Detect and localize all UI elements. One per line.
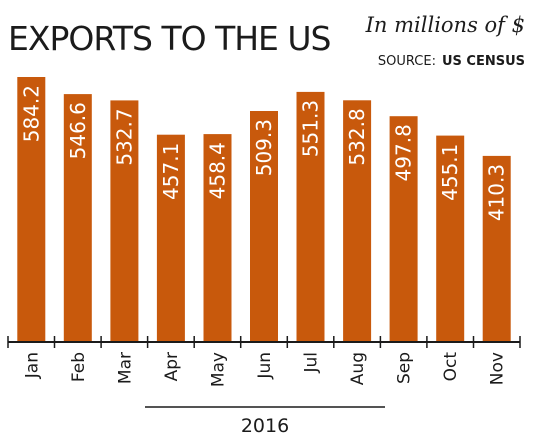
bar-jul <box>296 91 325 343</box>
value-label-feb: 546.6 <box>66 102 90 159</box>
category-label-nov: Nov <box>488 352 508 385</box>
bar-may <box>203 134 232 342</box>
category-label-jul: Jul <box>302 352 322 374</box>
bar-aug <box>343 100 372 342</box>
value-label-oct: 455.1 <box>438 144 462 201</box>
category-label-mar: Mar <box>115 352 135 384</box>
bar-jun <box>250 111 278 342</box>
x-axis-ticks <box>7 336 521 348</box>
value-label-apr: 457.1 <box>159 143 183 200</box>
source-value: US CENSUS <box>442 54 525 69</box>
unit-note: In millions of $ <box>365 13 525 37</box>
bar-apr <box>156 134 185 342</box>
category-label-aug: Aug <box>348 352 368 385</box>
category-label-jan: Jan <box>22 352 42 379</box>
value-label-mar: 532.7 <box>112 108 136 165</box>
bar-feb <box>63 94 92 342</box>
value-label-jul: 551.3 <box>299 100 323 157</box>
bar-nov <box>482 155 511 342</box>
category-label-feb: Feb <box>69 352 89 382</box>
value-label-jun: 509.3 <box>252 119 276 176</box>
source-note: SOURCE: US CENSUS <box>378 54 525 69</box>
value-label-nov: 410.3 <box>485 164 509 221</box>
bar-jan <box>17 77 46 342</box>
value-label-may: 458.4 <box>206 142 230 199</box>
bars-group: 584.2 546.6 532.7 457.1 458.4 509.3 551.3 532.8… <box>17 77 511 343</box>
category-label-oct: Oct <box>441 352 461 382</box>
bar-mar <box>110 100 139 343</box>
year-label: 2016 <box>241 415 289 437</box>
category-label-may: May <box>209 352 229 387</box>
bar-oct <box>436 135 465 342</box>
value-label-sep: 497.8 <box>392 124 416 181</box>
x-axis-labels: Jan Feb Mar Apr May Jun Jul Aug Sep Oct Nov <box>22 352 507 387</box>
source-label: SOURCE: <box>378 54 436 69</box>
chart-title: EXPORTS TO THE US <box>8 19 331 58</box>
value-label-aug: 532.8 <box>345 108 369 165</box>
value-label-jan: 584.2 <box>19 85 43 142</box>
category-label-jun: Jun <box>255 352 275 380</box>
bar-sep <box>389 116 418 342</box>
category-label-sep: Sep <box>395 352 415 384</box>
category-label-apr: Apr <box>162 352 182 381</box>
